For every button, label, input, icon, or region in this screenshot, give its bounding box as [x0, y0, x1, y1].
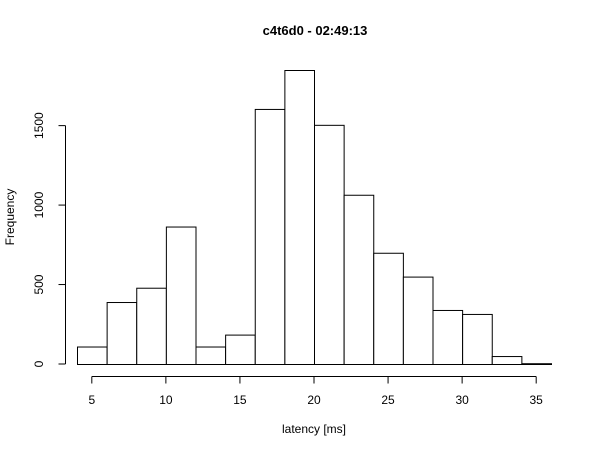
x-tick-label: 5	[88, 393, 95, 407]
histogram-bar	[314, 124, 345, 365]
chart-title: c4t6d0 - 02:49:13	[263, 23, 368, 38]
x-tick-label: 20	[307, 393, 321, 407]
histogram-bar	[106, 302, 138, 365]
histogram-bar	[225, 334, 256, 366]
y-axis: 0 500 1000 1500	[32, 112, 66, 367]
x-tick-label: 25	[381, 393, 395, 407]
y-tick-label: 0	[32, 360, 46, 367]
histogram-bar	[491, 356, 523, 365]
x-axis-label: latency [ms]	[282, 422, 346, 436]
histogram-bar	[195, 346, 227, 366]
bars-group	[77, 70, 552, 366]
histogram-bar	[284, 70, 315, 365]
histogram-bar	[165, 226, 197, 365]
x-tick-label: 30	[455, 393, 469, 407]
x-tick-label: 15	[233, 393, 247, 407]
histogram-bar	[343, 194, 375, 365]
histogram-bar	[77, 346, 108, 366]
histogram-bar	[373, 252, 404, 365]
histogram-bar	[432, 309, 464, 365]
x-axis: 5 10 15 20 25 30 35	[88, 376, 544, 407]
histogram-bar	[254, 108, 286, 365]
y-axis-label: Frequency	[3, 189, 17, 246]
y-tick-label: 1500	[32, 112, 46, 139]
histogram-bar	[136, 287, 167, 366]
y-tick-label: 500	[32, 274, 46, 294]
histogram-bar	[521, 363, 552, 366]
y-tick-label: 1000	[32, 191, 46, 218]
histogram-bar	[462, 313, 493, 366]
histogram-bar	[402, 276, 434, 366]
x-tick-label: 35	[530, 393, 544, 407]
x-tick-label: 10	[159, 393, 173, 407]
